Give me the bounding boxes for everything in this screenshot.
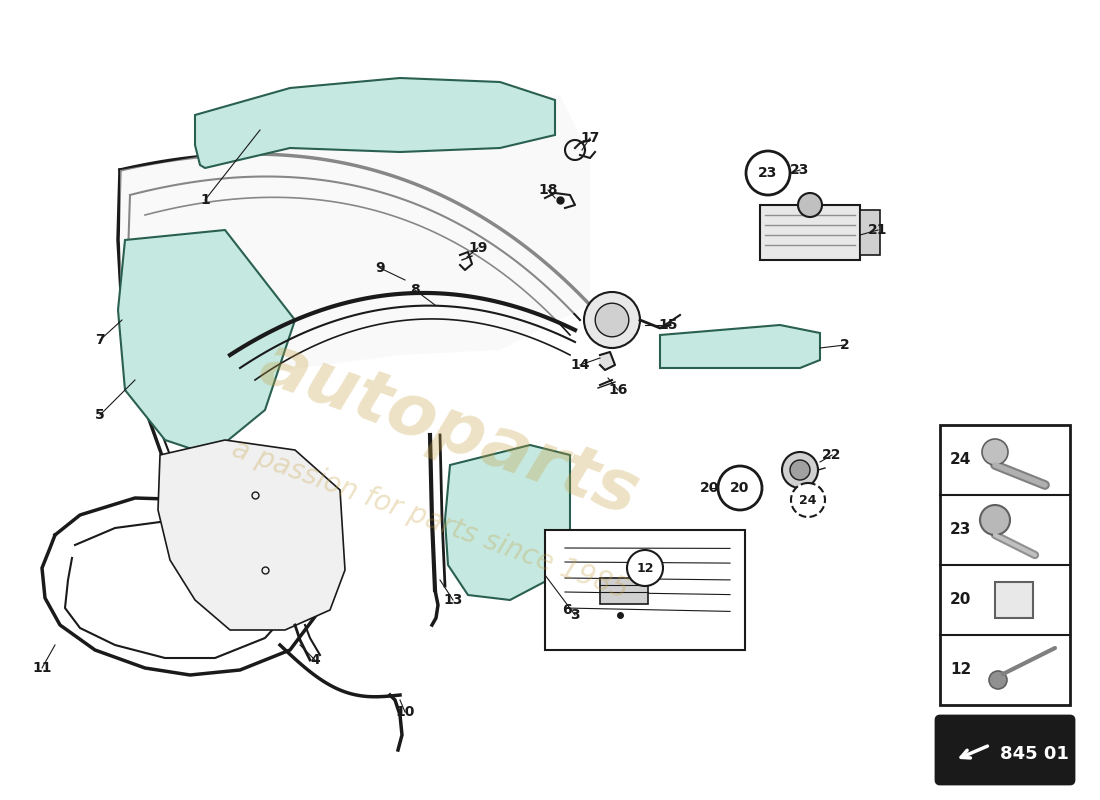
Polygon shape: [660, 325, 820, 368]
Text: 20: 20: [730, 481, 750, 495]
Polygon shape: [118, 230, 295, 455]
Text: 2: 2: [840, 338, 850, 352]
Bar: [544, 530, 745, 650]
Polygon shape: [446, 445, 570, 600]
FancyBboxPatch shape: [936, 716, 1074, 784]
Bar: [760, 205, 860, 260]
Text: 15: 15: [658, 318, 678, 332]
Text: a passion for parts since 1985: a passion for parts since 1985: [228, 435, 631, 605]
Polygon shape: [120, 95, 590, 410]
Text: 9: 9: [375, 261, 385, 275]
Text: 845 01: 845 01: [1000, 745, 1069, 763]
Text: 19: 19: [469, 241, 487, 255]
Bar: [860, 210, 880, 255]
Circle shape: [791, 483, 825, 517]
Text: 14: 14: [570, 358, 590, 372]
Circle shape: [627, 550, 663, 586]
Bar: [996, 582, 1033, 618]
Text: 22: 22: [823, 448, 842, 462]
Circle shape: [989, 671, 1006, 689]
Text: 10: 10: [395, 705, 415, 719]
Bar: [940, 425, 1070, 705]
Text: 8: 8: [410, 283, 420, 297]
Text: 4: 4: [310, 653, 320, 667]
Circle shape: [718, 466, 762, 510]
Text: 12: 12: [950, 662, 971, 678]
Text: autoparts: autoparts: [251, 330, 649, 530]
Text: 21: 21: [868, 223, 888, 237]
Text: 20: 20: [701, 481, 719, 495]
Text: 20: 20: [950, 593, 971, 607]
Circle shape: [746, 151, 790, 195]
Text: 23: 23: [950, 522, 971, 538]
Circle shape: [982, 439, 1008, 465]
Circle shape: [595, 303, 629, 337]
Text: 17: 17: [581, 131, 600, 145]
Circle shape: [798, 193, 822, 217]
Text: 7: 7: [96, 333, 104, 347]
Text: 24: 24: [800, 494, 816, 506]
Text: 1: 1: [200, 193, 210, 207]
Circle shape: [980, 505, 1010, 535]
Text: 3: 3: [570, 608, 580, 622]
Circle shape: [790, 460, 810, 480]
Text: 12: 12: [636, 562, 653, 574]
Text: 6: 6: [562, 603, 572, 617]
Text: 16: 16: [608, 383, 628, 397]
Text: 24: 24: [950, 453, 971, 467]
Text: 23: 23: [758, 166, 778, 180]
Text: 11: 11: [32, 661, 52, 675]
Text: 13: 13: [443, 593, 463, 607]
Polygon shape: [158, 440, 345, 630]
Circle shape: [782, 452, 818, 488]
Polygon shape: [195, 78, 556, 168]
Polygon shape: [600, 352, 615, 370]
Circle shape: [584, 292, 640, 348]
Text: 23: 23: [790, 163, 810, 177]
Text: 18: 18: [538, 183, 558, 197]
Text: 5: 5: [95, 408, 104, 422]
Bar: [600, 578, 648, 604]
